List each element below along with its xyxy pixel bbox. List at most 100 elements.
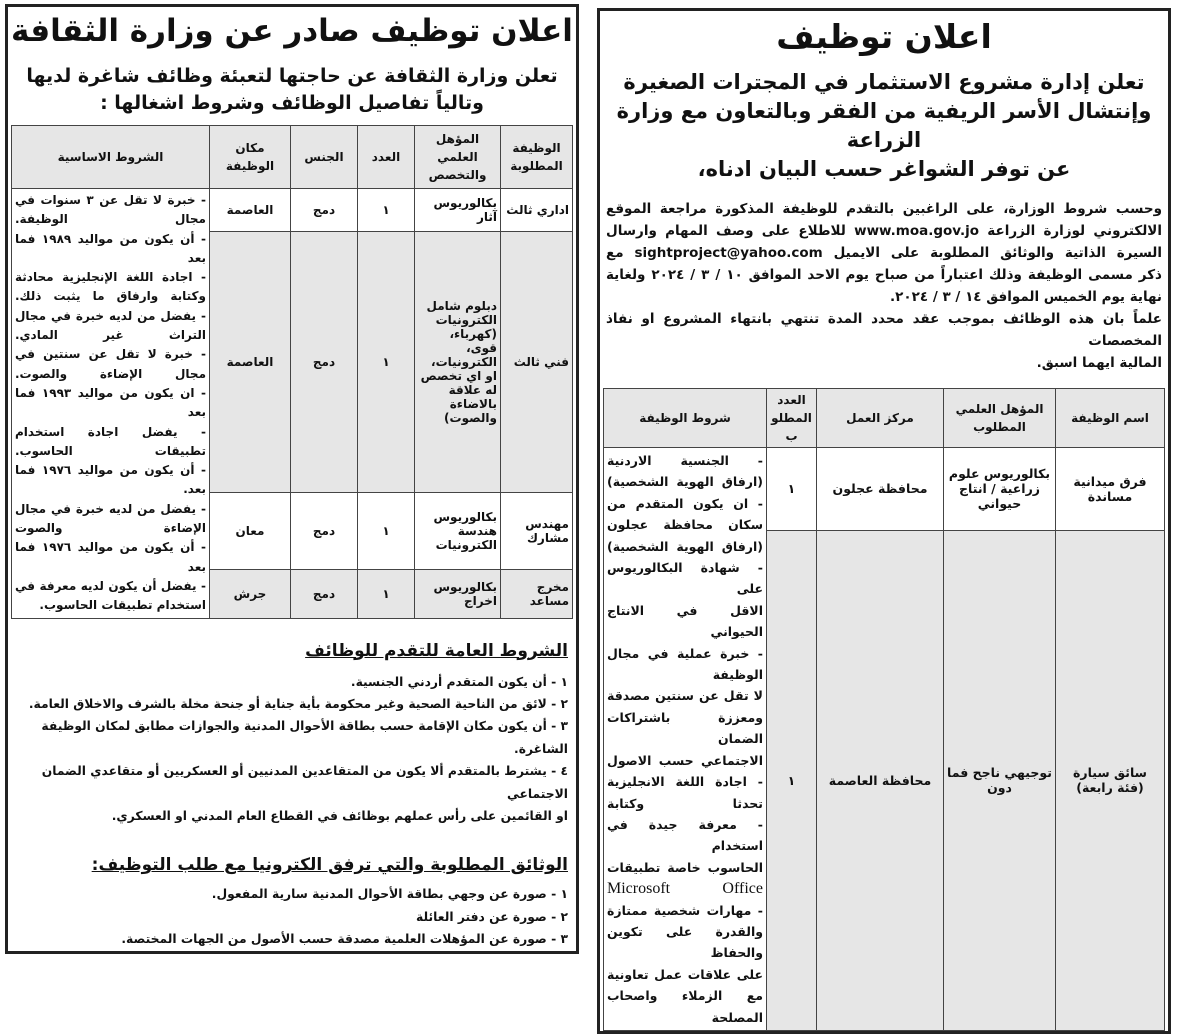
column-header: اسم الوظيفة <box>1055 388 1165 448</box>
condition-line: مع الزملاء واصحاب المصلحة <box>607 988 763 1025</box>
condition-line: على علاقات عمل تعاونية <box>607 966 763 982</box>
condition-line: - خبرة عملية في مجال الوظيفة <box>607 645 763 683</box>
table-row: اداري ثالث بكالوريوس آثار ١ دمج العاصمة - خبر… <box>11 187 573 619</box>
column-header: الوظيفة المطلوبة <box>500 125 573 189</box>
ad-title: اعلان توظيف <box>776 17 992 56</box>
cell-count: ١ <box>357 492 415 571</box>
condition-item: او القائمين على رأس عملهم بوظائف في القط… <box>111 808 568 823</box>
column-header: مركز العمل <box>816 388 944 448</box>
condition-line: مجال الإضاءة والصوت. <box>15 366 206 381</box>
column-header: الجنس <box>290 125 358 189</box>
condition-line: (ارفاق الهوية الشخصية) <box>607 538 763 554</box>
cell-place: العاصمة <box>209 231 291 494</box>
cell-job: اداري ثالث <box>500 187 573 233</box>
condition-item: ٢ - لائق من الناحية الصحية وغير محكومة ب… <box>28 696 568 711</box>
cell-qualification: دبلوم شامل الكترونيات (كهرباء، قوى، الكت… <box>414 231 501 494</box>
cell-qualification: توجيهي ناجح فما دون <box>943 529 1056 1031</box>
cell-center: محافظة العاصمة <box>816 529 944 1031</box>
table-row: فرق ميدانية مساندة بكالوريوس علوم زراعية … <box>603 447 1165 1031</box>
condition-line: لا تقل عن سنتين مصدقة <box>607 688 763 704</box>
cell-place: جرش <box>209 569 291 619</box>
cell-qualification: بكالوريوس هندسة الكترونيات <box>414 492 501 571</box>
condition-line: (ارفاق الهوية الشخصية) <box>607 474 763 490</box>
culture-ministry-ad: اعلان توظيف صادر عن وزارة الثقافة تعلن و… <box>5 4 579 954</box>
condition-item: ٤ - يشترط بالمتقدم ألا يكون من المتقاعدي… <box>41 764 568 801</box>
condition-line: التراث غير المادي. <box>15 328 206 343</box>
condition-line: الاقل في الانتاج الحيواني <box>607 602 763 640</box>
column-header: الشروط الاساسية <box>11 125 210 189</box>
documents-list: ١ - صورة عن وجهي بطاقة الأحوال المدنية س… <box>11 883 573 950</box>
condition-line: تطبيقات الحاسوب. <box>15 443 206 458</box>
paragraph-line: وحسب شروط الوزارة، على الراغبين بالتقدم … <box>606 201 1162 217</box>
subtitle-line: وإنتشال الأسر الريفية من الفقر وبالتعاون… <box>616 99 1152 123</box>
cell-job: سائق سيارة (فئة رابعة) <box>1055 529 1165 1031</box>
cell-gender: دمج <box>290 231 358 494</box>
general-conditions-heading: الشروط العامة للتقدم للوظائف <box>305 640 568 661</box>
condition-line: الحاسوب خاصة تطبيقات <box>607 859 763 875</box>
document-item: ٢ - صورة عن دفتر العائلة <box>416 909 568 924</box>
document-item: ٣ - صورة عن المؤهلات العلمية مصدقة حسب ا… <box>121 932 568 947</box>
paragraph-line: نهاية يوم الخميس الموافق ١٤ / ٣ / ٢٠٢٤. <box>890 289 1162 305</box>
cell-conditions: - الجنسية الاردنية (ارفاق الهوية الشخصية)… <box>603 447 767 1031</box>
condition-line: والقدرة على تكوين والحفاظ <box>607 923 763 961</box>
condition-line: - مهارات شخصية ممتازة <box>607 902 763 918</box>
condition-line: Microsoft Office <box>607 880 763 898</box>
condition-line: - يفضل أن يكون لديه معرفة في <box>15 578 206 593</box>
column-header: العدد المطلوب <box>766 388 817 448</box>
cell-gender: دمج <box>290 187 358 233</box>
ad-subtitle: تعلن وزارة الثقافة عن حاجتها لتعبئة وظائ… <box>11 63 573 117</box>
cell-qualification: بكالوريوس اخراج <box>414 569 501 619</box>
paragraph-line: المالية ايهما اسبق. <box>1036 355 1162 371</box>
condition-line: - ان يكون من مواليد ١٩٩٣ فما بعد <box>15 385 206 420</box>
condition-line: - يفضل من لديه خبرة في مجال <box>15 501 206 516</box>
paragraph-line: علماً بان هذه الوظائف بموجب عقد محدد الم… <box>606 311 1162 349</box>
agriculture-project-ad: اعلان توظيف تعلن إدارة مشروع الاستثمار ف… <box>597 8 1171 1034</box>
cell-job: فرق ميدانية مساندة <box>1055 447 1165 531</box>
column-header: المؤهل العلمي والتخصص <box>414 125 501 189</box>
paragraph-line: السيرة الذاتية والوثائق المطلوبة على الا… <box>606 245 1163 261</box>
subtitle-line: تعلن وزارة الثقافة عن حاجتها لتعبئة وظائ… <box>26 65 558 87</box>
cell-gender: دمج <box>290 569 358 619</box>
jobs-table: الوظيفة المطلوبة المؤهل العلمي والتخصص الع… <box>11 125 573 619</box>
condition-line: - يفضل من لديه خبرة في مجال <box>15 308 206 323</box>
cell-qualification: بكالوريوس آثار <box>414 187 501 233</box>
condition-line: - أن يكون من مواليد ١٩٧٦ فما بعد. <box>15 463 206 497</box>
condition-line: - ان يكون المتقدم من <box>607 495 763 511</box>
cell-count: ١ <box>357 231 415 494</box>
jobs-table: اسم الوظيفة المؤهل العلمي المطلوب مركز الع… <box>603 388 1165 1031</box>
cell-job: فني ثالث <box>500 231 573 494</box>
condition-line: - اجادة اللغة الانجليزية <box>607 774 763 790</box>
table-row: مهندس مشارك بكالوريوس هندسة الكترونيات ١ دم… <box>12 492 573 571</box>
table-row: فني ثالث دبلوم شامل الكترونيات (كهرباء، ق… <box>11 231 573 494</box>
column-header: العدد <box>357 125 415 189</box>
documents-heading: الوثائق المطلوبة والتي ترفق الكترونيا مع… <box>91 855 568 876</box>
column-header: شروط الوظيفة <box>603 388 767 448</box>
cell-place: العاصمة <box>209 187 291 233</box>
condition-line: سكان محافظة عجلون <box>607 517 763 533</box>
subtitle-line: عن توفر الشواغر حسب البيان ادناه، <box>697 157 1071 181</box>
condition-item: ١ - أن يكون المتقدم أردني الجنسية. <box>350 674 568 689</box>
condition-line: الإضاءة والصوت <box>15 521 206 536</box>
condition-line: - الجنسية الاردنية <box>607 453 763 468</box>
cell-count: ١ <box>766 529 817 1031</box>
subtitle-line: تعلن إدارة مشروع الاستثمار في المجترات ا… <box>623 70 1145 94</box>
subtitle-line: الزراعة <box>846 128 922 152</box>
subtitle-line: وتالياً تفاصيل الوظائف وشروط اشغالها : <box>100 92 484 114</box>
cell-center: محافظة عجلون <box>816 447 944 531</box>
cell-place: معان <box>209 492 291 571</box>
ad-paragraph: وحسب شروط الوزارة، على الراغبين بالتقدم … <box>603 198 1165 374</box>
cell-job: مهندس مشارك <box>500 492 573 571</box>
document-item: ١ - صورة عن وجهي بطاقة الأحوال المدنية س… <box>211 887 568 902</box>
condition-line: وكتابة وارفاق ما يثبت ذلك. <box>15 289 206 304</box>
cell-count: ١ <box>766 447 817 531</box>
condition-line: - اجادة اللغة الإنجليزية محادثة <box>15 270 206 285</box>
condition-line: - معرفة جيدة في استخدام <box>607 816 763 854</box>
condition-line: - يفضل اجادة استخدام <box>15 424 206 439</box>
column-header: مكان الوظيفة <box>209 125 291 189</box>
condition-line: تحدثا وكتابة <box>607 795 763 811</box>
cell-conditions: - خبرة لا تقل عن ٣ سنوات في مجال الوظيفة.… <box>11 188 210 619</box>
condition-line: مجال الوظيفة. <box>15 212 206 227</box>
condition-line: - خبرة لا تقل عن سنتين في <box>15 347 206 362</box>
paragraph-line: الالكتروني لوزارة الزراعة www.moa.gov.jo… <box>606 223 1162 239</box>
cell-job: مخرج مساعد <box>500 569 573 619</box>
